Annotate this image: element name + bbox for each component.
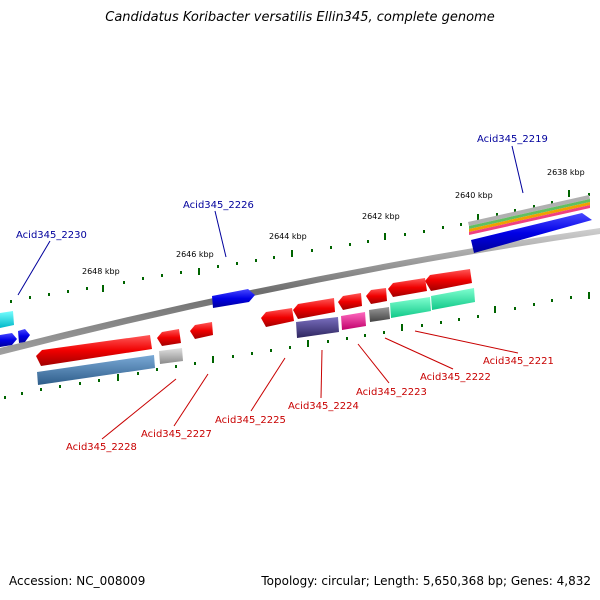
gene-label-2221: Acid345_2221: [483, 356, 554, 367]
feature-band-stack: [468, 195, 590, 235]
gene-label-2228: Acid345_2228: [66, 442, 137, 453]
gene-arrow-2228: [36, 335, 152, 366]
accession-label: Accession: NC_008009: [9, 574, 146, 588]
tick-label-2642: 2642 kbp: [362, 212, 400, 221]
cds-box-magenta: [341, 312, 366, 330]
gene-arrow-2230: [18, 329, 30, 343]
map-title: Candidatus Koribacter versatilis Ellin34…: [105, 10, 495, 25]
gene-arrow-2225: [293, 298, 335, 319]
cds-box-green-2: [390, 297, 431, 318]
genome-backbone: [0, 228, 600, 355]
gene-label-2226: Acid345_2226: [183, 200, 254, 211]
gene-label-2219: Acid345_2219: [477, 134, 548, 145]
gene-label-2230: Acid345_2230: [16, 230, 87, 241]
gene-label-2223: Acid345_2223: [356, 387, 427, 398]
gene-box-cyan: [0, 311, 14, 328]
gene-label-2222: Acid345_2222: [420, 372, 491, 383]
tick-label-2638: 2638 kbp: [547, 168, 585, 177]
tick-label-2646: 2646 kbp: [176, 250, 214, 259]
reverse-leader-lines: [101, 330, 519, 440]
gene-arrow-2221: [425, 269, 472, 291]
gene-arrow-2223: [366, 288, 387, 304]
tick-label-2644: 2644 kbp: [269, 232, 307, 241]
tick-label-2648: 2648 kbp: [82, 267, 120, 276]
gene-arrow-2224: [338, 293, 362, 310]
gene-arrow-2226: [212, 289, 255, 308]
reverse-tick-track: [4, 292, 590, 399]
gene-arrow-left-blue: [0, 333, 17, 347]
forward-leader-lines: [17, 145, 524, 296]
cds-box-gray: [159, 348, 183, 364]
gene-arrow-2222: [388, 278, 427, 297]
topology-label: Topology: circular; Length: 5,650,368 bp…: [261, 574, 591, 588]
gene-arrow-2225b: [261, 308, 294, 327]
gene-arrow-2219: [471, 213, 592, 253]
cds-box-steelblue: [37, 355, 155, 385]
gene-arrow-2227: [190, 322, 213, 339]
gene-label-2225: Acid345_2225: [215, 415, 286, 426]
gene-label-2224: Acid345_2224: [288, 401, 359, 412]
gene-arrow-2227b: [157, 329, 181, 346]
cds-box-purple: [296, 317, 339, 338]
forward-tick-track: [10, 190, 590, 303]
cds-box-green-1: [431, 288, 475, 310]
tick-label-2640: 2640 kbp: [455, 191, 493, 200]
gene-label-2227: Acid345_2227: [141, 429, 212, 440]
cds-box-darkgray: [369, 307, 390, 322]
